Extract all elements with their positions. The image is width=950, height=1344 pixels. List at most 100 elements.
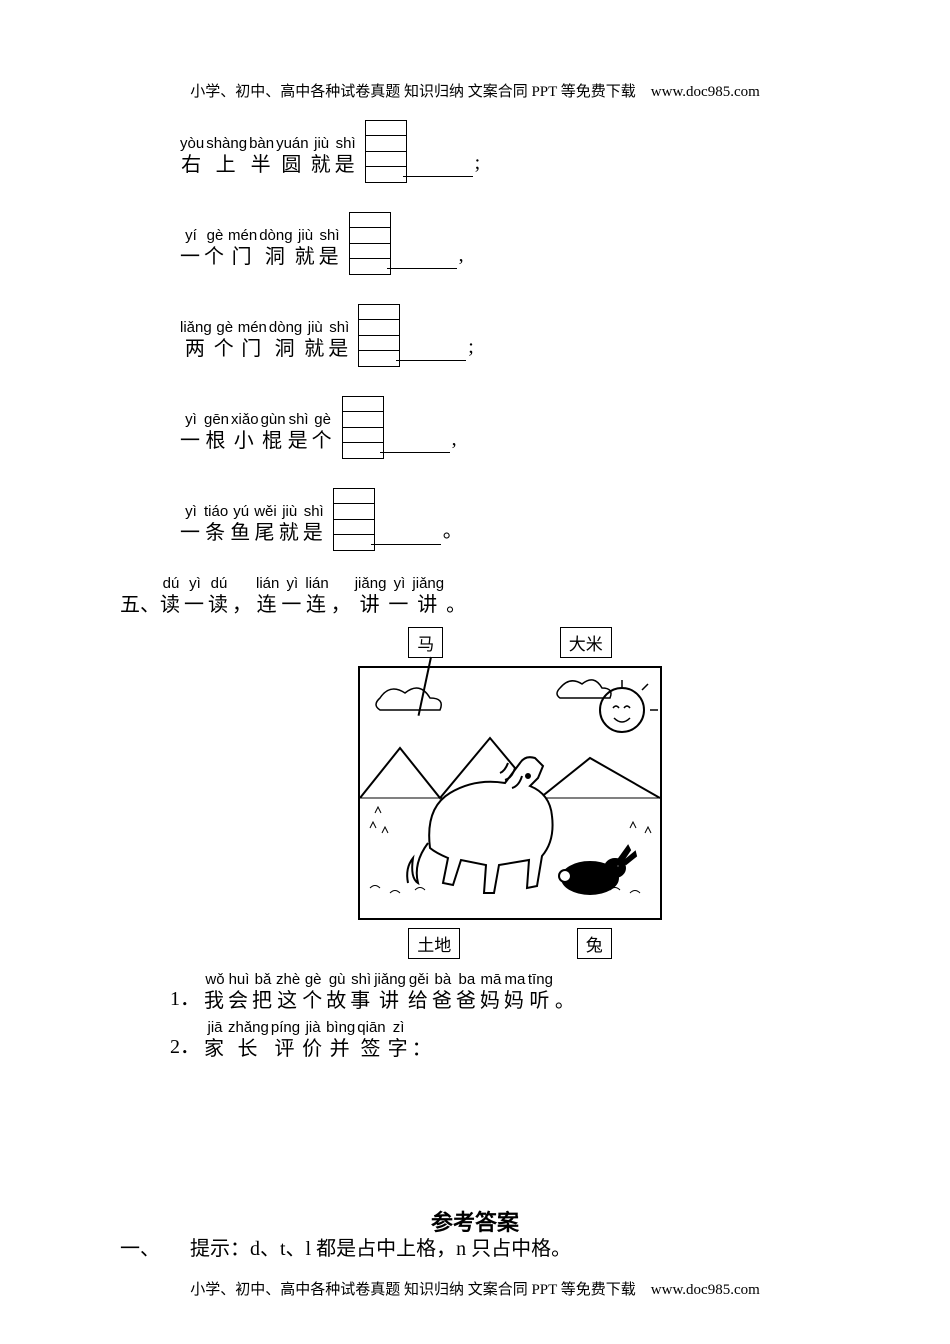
task2-number: 2． [170, 1030, 200, 1061]
pinyin-char-seg: dòng洞 [259, 227, 292, 269]
pinyin: jiù [314, 135, 329, 153]
tianzige-box [358, 335, 400, 367]
punctuation: , [450, 428, 457, 451]
tianzige-box [349, 243, 391, 275]
pinyin-char-seg: jiā家 [204, 1019, 226, 1061]
page-header: 小学、初中、高中各种试卷真题 知识归纳 文案合同 PPT 等免费下载 www.d… [0, 80, 950, 101]
exercise-line: yì一gēn根xiǎo小gùn棍shì是gè个, [180, 391, 830, 453]
pinyin: jiù [298, 227, 313, 245]
pinyin: píng [271, 1019, 300, 1037]
hanzi: 洞 [265, 245, 287, 269]
hanzi: 读 [208, 593, 230, 617]
hanzi: ， [232, 593, 254, 617]
pinyin: mén [228, 227, 257, 245]
pinyin-char-seg: zhǎng长 [228, 1019, 269, 1061]
task1-text: wǒ我huì会bǎ把zhè这gè个gù故shì事jiǎng讲gěi给bà爸ba爸… [204, 971, 579, 1013]
pinyin-char-seg: ： [412, 1019, 434, 1061]
pinyin: jiǎng [355, 575, 387, 593]
tianzige-box [365, 120, 407, 152]
pinyin: shì [351, 971, 371, 989]
pinyin: shì [329, 319, 349, 337]
pinyin-char-seg: yú鱼 [230, 503, 252, 545]
hanzi: 棍 [262, 429, 284, 453]
hanzi: 是 [335, 153, 357, 177]
pinyin: zì [393, 1019, 405, 1037]
hanzi: 一 [184, 593, 206, 617]
pinyin: shì [336, 135, 356, 153]
pinyin: lián [256, 575, 279, 593]
hanzi: 就 [311, 153, 333, 177]
hanzi: 评 [274, 1037, 296, 1061]
pinyin: gù [329, 971, 346, 989]
pinyin: yì [189, 575, 201, 593]
pinyin: yuán [276, 135, 309, 153]
pinyin-char-seg: píng评 [271, 1019, 300, 1061]
pinyin-char-seg: shì是 [335, 135, 357, 177]
hanzi: 签 [360, 1037, 382, 1061]
punctuation: ; [466, 336, 474, 359]
pinyin-char-seg: gěi给 [408, 971, 430, 1013]
pinyin-char-seg: jiǎng讲 [355, 575, 387, 617]
main-content: yòu右shàng上bàn半yuán圆jiù就shì是;yí一gè个mén门dò… [120, 115, 830, 1067]
answer-blank-line [371, 544, 441, 545]
pinyin-char-seg: jià价 [302, 1019, 324, 1061]
punctuation: , [457, 244, 464, 267]
pinyin-char-seg: yì一 [184, 575, 206, 617]
pinyin: ba [459, 971, 476, 989]
pinyin: zhǎng [228, 1019, 269, 1037]
hanzi: 讲 [360, 593, 382, 617]
pinyin-char-seg: ma妈 [504, 971, 526, 1013]
hanzi: 是 [319, 245, 341, 269]
hanzi: 洞 [275, 337, 297, 361]
word-box-land: 土地 [408, 928, 460, 959]
tianzige-box [342, 396, 384, 428]
tianzige-box [365, 151, 407, 183]
hanzi: 读 [160, 593, 182, 617]
pinyin: shì [304, 503, 324, 521]
hanzi: 右 [181, 153, 203, 177]
hanzi: 价 [302, 1037, 324, 1061]
hanzi: ， [331, 593, 353, 617]
hanzi: 会 [228, 989, 250, 1013]
hanzi: 。 [446, 593, 468, 617]
exercise-line: liǎng两gè个mén门dòng洞jiù就shì是; [180, 299, 830, 361]
pinyin-char-seg: mā妈 [480, 971, 502, 1013]
pinyin: jiǎng [412, 575, 444, 593]
pinyin: gēn [204, 411, 229, 429]
answer-blank-line [396, 360, 466, 361]
hanzi: 个 [312, 429, 334, 453]
hanzi: 听 [529, 989, 551, 1013]
pinyin-char-seg: yí一 [180, 227, 202, 269]
pinyin: yì [394, 575, 406, 593]
pinyin: liǎng [180, 319, 212, 337]
hanzi: 尾 [254, 521, 276, 545]
section-five-heading: 五、 dú读yì一dú读 ，lián连yì一lián连 ，jiǎng讲yì一ji… [120, 575, 830, 617]
pinyin [455, 575, 459, 593]
exercise-line: yòu右shàng上bàn半yuán圆jiù就shì是; [180, 115, 830, 177]
tianzige-box [342, 427, 384, 459]
pinyin: shì [289, 411, 309, 429]
pinyin-char-seg: wǒ我 [204, 971, 226, 1013]
answer-box-group [327, 483, 441, 545]
hanzi: 圆 [281, 153, 303, 177]
section-number: 五、 [120, 588, 160, 617]
pinyin-char-seg: shàng上 [206, 135, 247, 177]
exercise-line: yí一gè个mén门dòng洞jiù就shì是, [180, 207, 830, 269]
pinyin-char-seg: xiǎo小 [231, 411, 259, 453]
answer-box-group [336, 391, 450, 453]
pinyin: shàng [206, 135, 247, 153]
pinyin: jiù [282, 503, 297, 521]
hanzi: 上 [216, 153, 238, 177]
pinyin-char-seg: gè个 [302, 971, 324, 1013]
answer-box-group [343, 207, 457, 269]
hanzi: 是 [303, 521, 325, 545]
pinyin-char-seg: dú读 [160, 575, 182, 617]
pinyin: qiān [357, 1019, 385, 1037]
hanzi: 个 [204, 245, 226, 269]
pinyin-char-seg: gù故 [326, 971, 348, 1013]
tianzige-box [333, 519, 375, 551]
exercise-line: yì一tiáo条yú鱼wěi尾jiù就shì是。 [180, 483, 830, 545]
pinyin-char-seg: jiù就 [304, 319, 326, 361]
hanzi: 故 [326, 989, 348, 1013]
pinyin: wěi [254, 503, 277, 521]
